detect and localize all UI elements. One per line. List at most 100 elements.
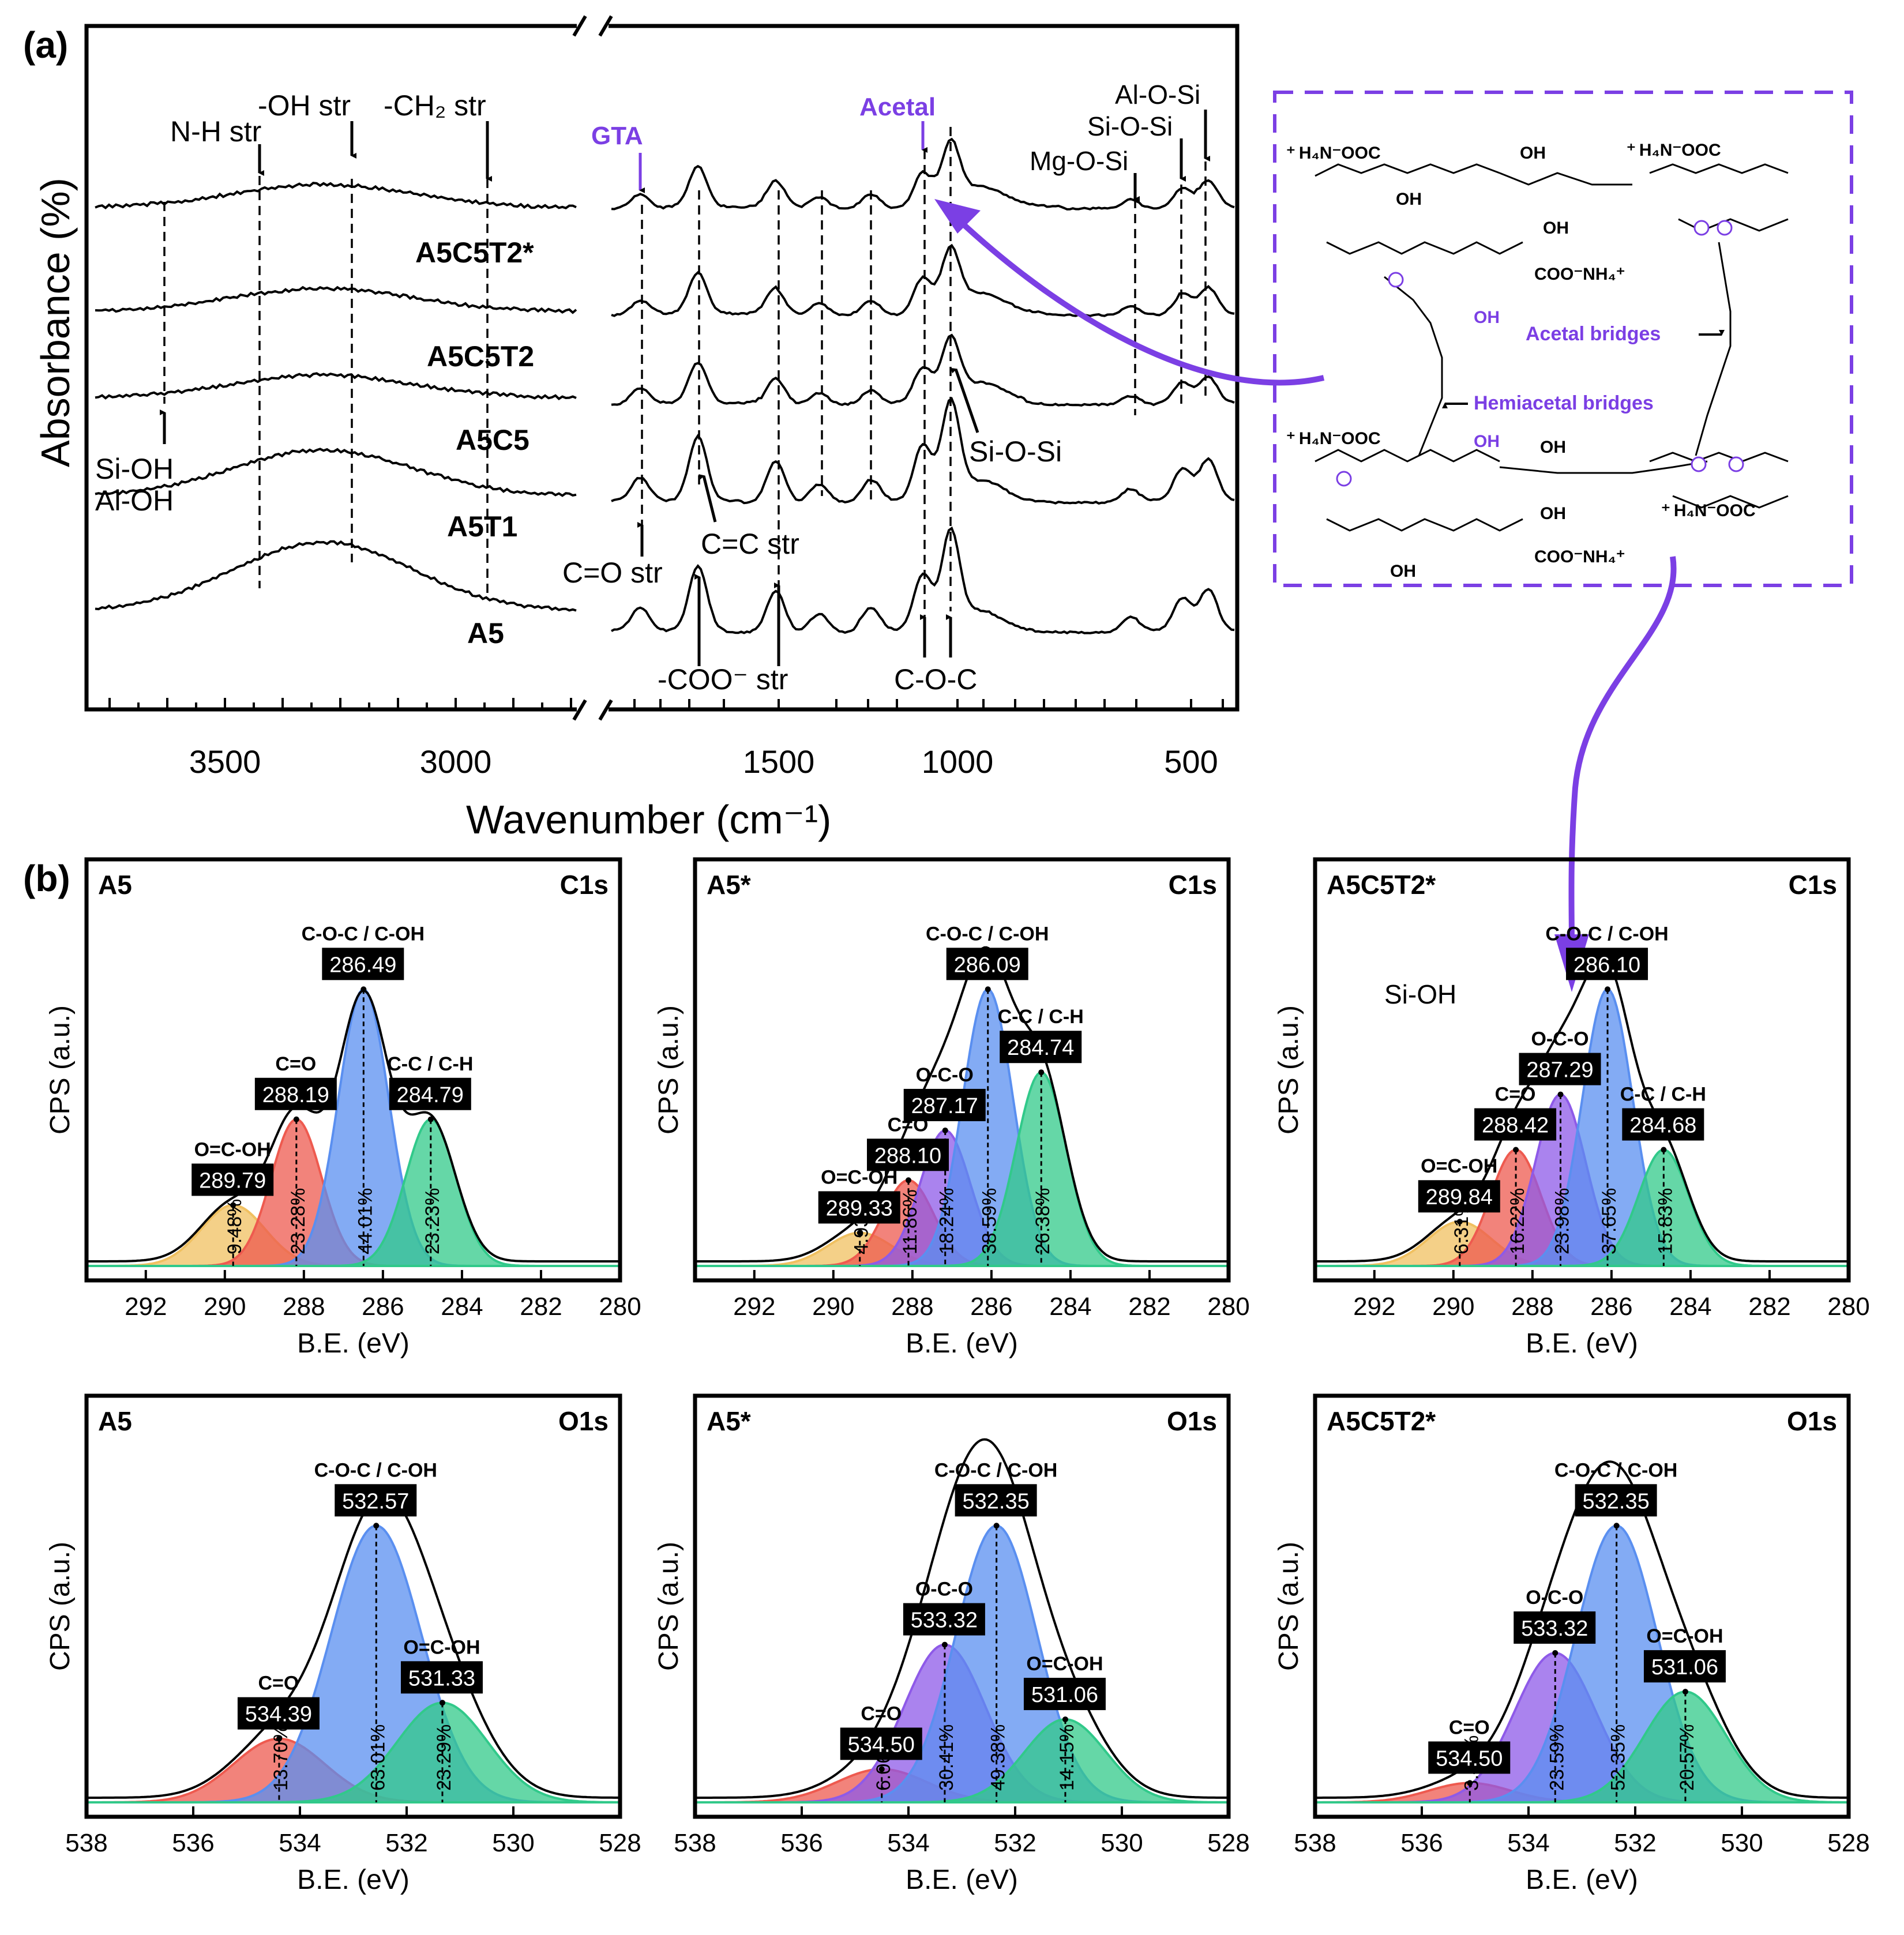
xps-tick-label: 534: [1507, 1829, 1549, 1857]
ftir-annotation-oh: -OH str: [258, 89, 351, 122]
xps-peak-percent: 63.01%: [367, 1724, 389, 1791]
xps-region-label: C1s: [1789, 870, 1837, 900]
xps-peak-name: O=C-OH: [1026, 1653, 1103, 1675]
xps-peak-name: C-O-C / C-OH: [302, 923, 425, 945]
xps-sample-label: A5C5T2*: [1327, 1406, 1436, 1436]
xps-peak-dot: [1062, 1716, 1068, 1723]
xps-peak-dot: [857, 1230, 863, 1236]
scheme-group-label: OH: [1474, 432, 1500, 451]
xps-region-label: C1s: [560, 870, 609, 900]
xps-xlabel: B.E. (eV): [297, 1328, 410, 1359]
scheme-group-label: OH: [1543, 219, 1569, 238]
xps-be-box: [237, 1697, 320, 1730]
xps-be-box: [191, 1163, 274, 1196]
scheme-hemiacetal-bridges: Hemiacetal bridges: [1474, 392, 1654, 414]
xps-peak-percent: 49.38%: [987, 1724, 1009, 1791]
xps-ylabel: CPS (a.u.): [1274, 1005, 1304, 1134]
xps-peak-name: C=O: [1449, 1716, 1490, 1738]
xps-peak-be: 286.10: [1573, 953, 1640, 977]
xps-frame: [693, 1393, 1231, 1819]
xps-peak-be: 531.33: [408, 1666, 475, 1690]
ftir-trace-left: [95, 540, 577, 612]
xps-peak-be: 286.09: [954, 953, 1021, 977]
scheme-o-atom: [1336, 471, 1352, 487]
xps-tick-label: 282: [520, 1292, 562, 1321]
ftir-break-mark: [572, 699, 587, 721]
xps-ylabel: CPS (a.u.): [45, 1005, 76, 1134]
xps-peak-dot: [906, 1177, 911, 1183]
xps-be-box: [254, 1077, 337, 1110]
xps-tick-label: 536: [172, 1829, 214, 1857]
xps-tick-label: 290: [1432, 1292, 1474, 1321]
xps-be-box: [840, 1727, 922, 1760]
xps-tick-label: 532: [1614, 1829, 1656, 1857]
xps-peak-percent: 9.48%: [224, 1199, 246, 1254]
xps-be-box: [903, 1603, 985, 1636]
purple-arrow-to-acetal: [949, 211, 1325, 386]
xps-peak-be: 284.68: [1629, 1114, 1696, 1138]
scheme-bond: [1326, 241, 1523, 255]
xps-sample-label: A5*: [707, 1406, 751, 1436]
xps-peak-dot: [1661, 1147, 1667, 1153]
ftir-xtick-label: 3000: [420, 743, 492, 780]
xps-frame: [1313, 857, 1851, 1283]
xps-envelope: [1315, 956, 1849, 1263]
xps-peak-name: C-O-C / C-OH: [314, 1459, 437, 1481]
xps-tick-label: 528: [1827, 1829, 1869, 1857]
ftir-plot-frame: [84, 24, 1240, 712]
xps-panel: 13.70%534.39 C=O 63.01% 532.57 C-O-C / C-OH 2…: [45, 1393, 641, 1895]
xps-peak-name: C-O-C / C-OH: [1545, 923, 1668, 945]
xps-be-box: [1023, 1678, 1106, 1711]
ftir-annotation-sioh: Si-OH: [95, 453, 174, 485]
xps-tick-label: 530: [1721, 1829, 1763, 1857]
xps-peak-name: C-O-C / C-OH: [926, 923, 1049, 945]
xps-peak-be: 286.49: [329, 953, 396, 977]
xps-peak-be: 287.17: [911, 1094, 978, 1118]
ftir-break-mark: [598, 15, 613, 37]
ftir-annotation-alosi: Al-O-Si: [1115, 80, 1200, 110]
xps-component-peak: [87, 1701, 621, 1804]
xps-peak-percent: 23.98%: [1552, 1188, 1573, 1254]
xps-peak-be: 534.50: [1436, 1746, 1503, 1771]
xps-ylabel: CPS (a.u.): [654, 1542, 684, 1671]
xps-envelope: [87, 989, 620, 1263]
xps-peak-be: 532.57: [342, 1489, 409, 1513]
xps-frame: [84, 857, 622, 1283]
ftir-annotation-cc-str: C=C str: [701, 528, 799, 560]
xps-peak-dot: [373, 1523, 380, 1529]
xps-be-box: [1000, 1031, 1082, 1064]
xps-region-label: O1s: [1787, 1406, 1837, 1436]
xps-panel: 6.31%289.84O=C-OH16.22%288.42C=O23.98%28…: [1274, 857, 1870, 1359]
xps-tick-label: 284: [1049, 1292, 1091, 1321]
ftir-trace-right: [611, 137, 1235, 211]
xps-ylabel: CPS (a.u.): [654, 1005, 684, 1134]
xps-ylabel: CPS (a.u.): [1274, 1542, 1304, 1671]
scheme-o-atom: [1717, 220, 1733, 236]
ftir-annotation-acetal: Acetal: [859, 93, 936, 121]
xps-peak-name: C=O: [275, 1053, 316, 1075]
xps-peak-percent: 14.15%: [1056, 1724, 1078, 1791]
xps-peak-name: C-C / C-H: [387, 1053, 473, 1075]
xps-be-box: [335, 1484, 417, 1517]
xps-peak-percent: 52.35%: [1608, 1724, 1629, 1791]
xps-extra-label: Si-OH: [1384, 979, 1456, 1009]
xps-be-box: [322, 948, 404, 980]
ftir-chart: Absorbance (%) Wavenumber (cm⁻¹) 3500 30…: [33, 15, 1240, 842]
scheme-bond: [1384, 276, 1443, 456]
xps-peak-percent: 15.83%: [1654, 1188, 1676, 1254]
xps-peak-name: O-C-O: [1526, 1587, 1583, 1609]
panel-label-b: (b): [23, 858, 70, 899]
xps-be-box: [400, 1661, 483, 1694]
scheme-group-label: OH: [1390, 562, 1416, 581]
xps-peak-dot: [1456, 1219, 1463, 1225]
xps-frame: [84, 1393, 622, 1819]
xps-peak-dot: [439, 1700, 445, 1706]
xps-region-label: O1s: [1167, 1406, 1217, 1436]
xps-tick-label: 286: [1590, 1292, 1632, 1321]
arrow-siosi: [950, 367, 979, 433]
xps-envelope: [87, 1492, 620, 1799]
scheme-group-label: ⁺ H₄N⁻OOC: [1286, 144, 1381, 163]
xps-peak-dot: [1552, 1650, 1558, 1656]
xps-frame: [1313, 1393, 1851, 1819]
xps-tick-label: 534: [887, 1829, 929, 1857]
